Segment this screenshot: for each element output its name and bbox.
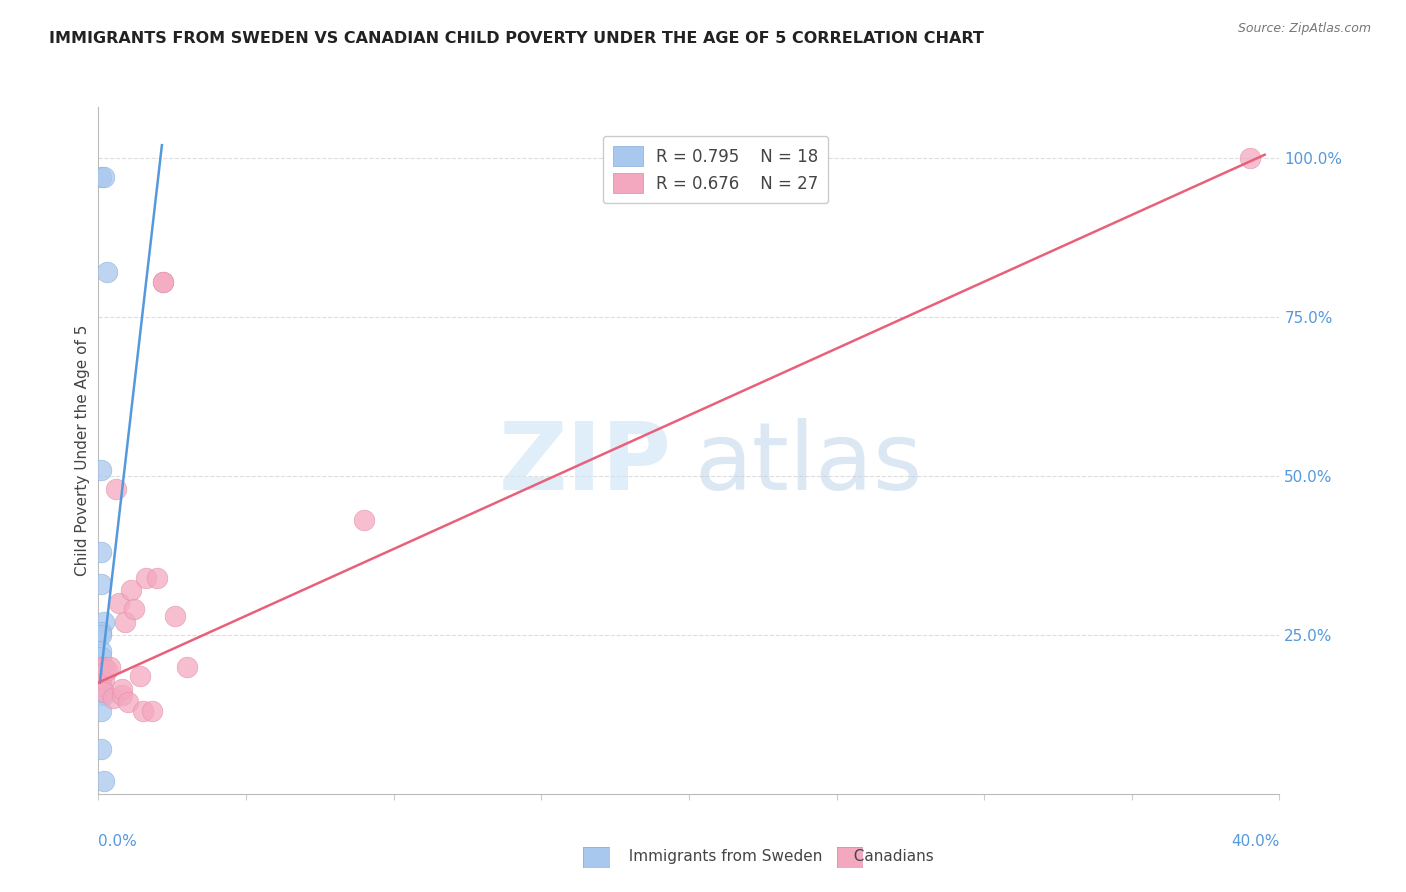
Legend: R = 0.795    N = 18, R = 0.676    N = 27: R = 0.795 N = 18, R = 0.676 N = 27 bbox=[603, 136, 828, 203]
Point bbox=[90, 650, 112, 665]
Point bbox=[90, 169, 112, 184]
Point bbox=[117, 695, 139, 709]
Point bbox=[90, 628, 112, 642]
Text: ZIP: ZIP bbox=[498, 418, 671, 510]
Text: IMMIGRANTS FROM SWEDEN VS CANADIAN CHILD POVERTY UNDER THE AGE OF 5 CORRELATION : IMMIGRANTS FROM SWEDEN VS CANADIAN CHILD… bbox=[49, 31, 984, 46]
Point bbox=[93, 659, 115, 673]
Point bbox=[90, 644, 112, 658]
Point bbox=[103, 691, 125, 706]
Point bbox=[98, 659, 121, 673]
Point bbox=[152, 275, 174, 289]
Point bbox=[152, 275, 174, 289]
Point bbox=[141, 704, 163, 718]
Point bbox=[90, 681, 112, 696]
Point bbox=[90, 663, 112, 677]
Point bbox=[93, 615, 115, 630]
Point bbox=[93, 688, 115, 702]
Point bbox=[353, 513, 375, 527]
Text: Immigrants from Sweden: Immigrants from Sweden bbox=[619, 849, 823, 863]
Point bbox=[165, 608, 187, 623]
Point bbox=[90, 679, 112, 693]
Point bbox=[90, 742, 112, 756]
Point bbox=[93, 673, 115, 687]
Point bbox=[90, 704, 112, 718]
Point bbox=[93, 169, 115, 184]
Point bbox=[93, 685, 115, 699]
Point bbox=[135, 571, 157, 585]
Text: 0.0%: 0.0% bbox=[98, 834, 138, 849]
Point bbox=[128, 669, 150, 683]
Text: Source: ZipAtlas.com: Source: ZipAtlas.com bbox=[1237, 22, 1371, 36]
Point bbox=[132, 704, 155, 718]
Text: Canadians: Canadians bbox=[844, 849, 934, 863]
Point bbox=[114, 615, 136, 630]
Point bbox=[96, 265, 118, 279]
Point bbox=[120, 583, 142, 598]
Point bbox=[105, 482, 128, 496]
Text: 40.0%: 40.0% bbox=[1232, 834, 1279, 849]
Point bbox=[90, 577, 112, 591]
Text: atlas: atlas bbox=[695, 418, 924, 510]
Y-axis label: Child Poverty Under the Age of 5: Child Poverty Under the Age of 5 bbox=[75, 325, 90, 576]
Point bbox=[90, 545, 112, 559]
Point bbox=[111, 681, 134, 696]
Point bbox=[108, 596, 131, 610]
Point bbox=[90, 675, 112, 690]
Point bbox=[146, 571, 169, 585]
Point bbox=[90, 462, 112, 476]
Point bbox=[90, 659, 112, 673]
Point bbox=[93, 774, 115, 789]
Point bbox=[111, 688, 134, 702]
Point bbox=[1239, 151, 1261, 165]
Point bbox=[90, 624, 112, 639]
Point bbox=[122, 602, 145, 616]
Point bbox=[96, 663, 118, 677]
Point bbox=[176, 659, 198, 673]
